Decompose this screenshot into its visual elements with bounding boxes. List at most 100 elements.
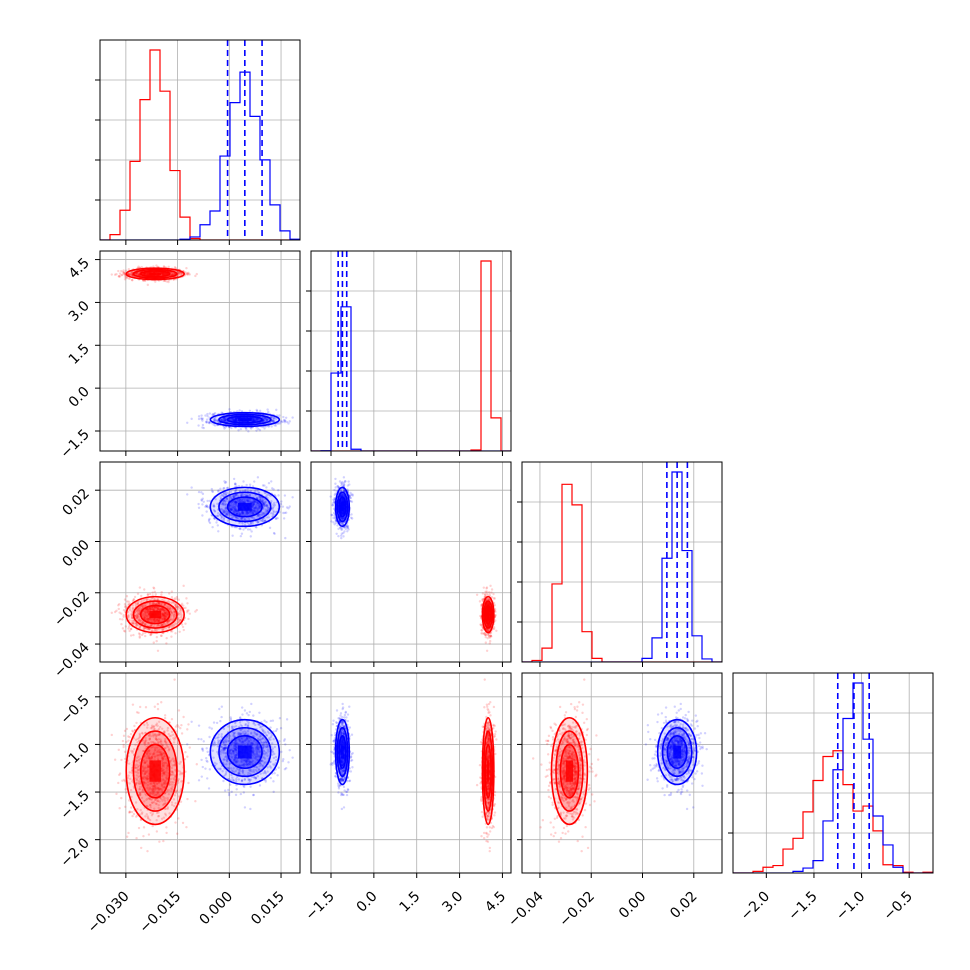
scatter-point (273, 532, 276, 535)
scatter-point (277, 494, 280, 497)
scatter-panel-2-0: −0.04−0.020.000.02 (51, 461, 301, 681)
scatter-point (132, 622, 136, 625)
scatter-point (144, 616, 147, 620)
scatter-point (143, 604, 146, 607)
density-peak (237, 502, 252, 511)
scatter-point (162, 614, 166, 618)
scatter-point (261, 425, 265, 429)
scatter-point (138, 608, 142, 612)
scatter-point (145, 615, 148, 618)
scatter-point (163, 623, 167, 626)
scatter-point (150, 629, 154, 632)
scatter-point (280, 420, 283, 424)
scatter-point (115, 609, 118, 612)
scatter-point (158, 601, 161, 605)
scatter-point (162, 265, 166, 268)
scatter-point (161, 612, 164, 615)
scatter-point (252, 516, 255, 519)
scatter-point (152, 265, 155, 268)
scatter-point (336, 524, 339, 527)
scatter-point (144, 613, 148, 617)
scatter-point (223, 427, 226, 430)
scatter-point (261, 484, 265, 487)
scatter-point (235, 418, 239, 421)
scatter-point (170, 601, 173, 605)
scatter-point (146, 607, 149, 611)
scatter-point (267, 410, 270, 414)
scatter-point (232, 418, 235, 422)
scatter-point (223, 481, 227, 485)
scatter-point (160, 627, 163, 631)
scatter-point (187, 273, 190, 276)
scatter-point (188, 273, 191, 276)
scatter-point (272, 419, 276, 422)
contour (209, 411, 281, 428)
scatter-point (162, 273, 165, 276)
scatter-point (248, 409, 252, 413)
scatter-point (188, 612, 191, 615)
scatter-point (161, 607, 164, 611)
scatter-point (172, 624, 175, 627)
scatter-point (144, 598, 147, 601)
scatter-point (156, 618, 159, 622)
scatter-point (210, 487, 214, 491)
scatter-point (144, 634, 147, 638)
scatter-point (234, 418, 237, 422)
scatter-point (163, 616, 166, 619)
scatter-point (149, 618, 152, 621)
scatter-point (177, 271, 180, 275)
scatter-point (222, 509, 225, 513)
scatter-point (224, 418, 228, 421)
scatter-point (226, 486, 229, 489)
scatter-point (179, 611, 182, 615)
scatter-point (270, 480, 273, 483)
scatter-point (172, 613, 175, 616)
scatter-point (273, 424, 276, 427)
scatter-point (153, 608, 156, 611)
scatter-point (131, 270, 134, 274)
scatter-point (173, 612, 177, 616)
scatter-point (152, 606, 156, 610)
scatter-point (178, 610, 182, 613)
scatter-point (235, 419, 238, 422)
scatter-point (165, 280, 168, 283)
scatter-point (190, 417, 193, 421)
scatter-point (131, 622, 134, 625)
scatter-point (223, 416, 227, 420)
scatter-point (157, 602, 161, 605)
scatter-point (154, 619, 157, 622)
scatter-point (151, 618, 155, 621)
scatter-point (257, 418, 260, 421)
scatter-point (120, 269, 123, 273)
scatter-point (231, 418, 235, 422)
y-tick-label: 0.02 (59, 486, 92, 519)
scatter-point (127, 272, 130, 275)
scatter-point (155, 635, 159, 639)
scatter-point (200, 491, 203, 494)
scatter-point (138, 610, 141, 613)
histogram-series-0 (100, 49, 300, 240)
scatter-point (224, 418, 227, 421)
scatter-point (161, 272, 165, 276)
scatter-point (147, 272, 150, 276)
scatter-point (127, 273, 131, 276)
scatter-point (149, 633, 152, 637)
scatter-point (169, 606, 172, 609)
scatter-point (206, 412, 209, 416)
scatter-point (272, 417, 276, 420)
scatter-point (271, 419, 275, 422)
scatter-point (170, 271, 173, 274)
scatter-point (121, 627, 125, 630)
scatter-point (144, 610, 147, 614)
scatter-point (164, 272, 168, 275)
scatter-point (186, 602, 189, 605)
scatter-point (172, 615, 176, 619)
scatter-point (154, 606, 157, 609)
scatter-point (157, 602, 160, 606)
scatter-point (205, 420, 208, 424)
scatter-point (177, 618, 180, 622)
scatter-point (170, 626, 174, 629)
scatter-point (143, 626, 146, 630)
scatter-point (222, 419, 225, 422)
scatter-point (151, 608, 155, 611)
